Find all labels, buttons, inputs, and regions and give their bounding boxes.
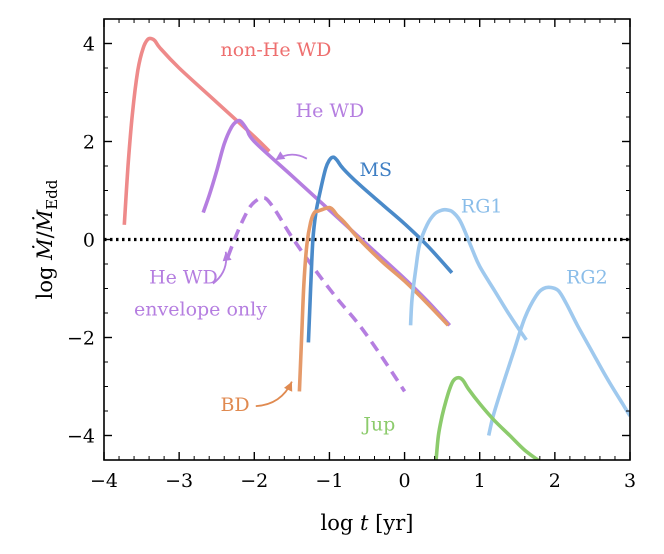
x-tick-label: 0	[399, 470, 411, 492]
y-tick-label: 0	[83, 230, 95, 252]
x-tick-label: 1	[474, 470, 486, 492]
series-line-ms	[306, 155, 454, 343]
x-axis-title: log t [yr]	[321, 511, 414, 535]
series-line-he-wd-envelope-only	[226, 196, 407, 393]
label-he-wd: He WD	[296, 100, 365, 122]
x-tick-label: 3	[624, 470, 636, 492]
arrow-bd	[255, 381, 293, 407]
x-axis-title-var: t	[360, 511, 369, 535]
label-ms: MS	[359, 159, 391, 181]
y-tick-label: −4	[67, 426, 95, 448]
series-line-bd	[297, 205, 450, 392]
series-line-rg2	[486, 285, 630, 436]
annotation-arrows	[212, 151, 308, 407]
label-rg1: RG1	[461, 196, 503, 218]
y-axis-title-sub: Edd	[43, 179, 61, 210]
plot-lines	[104, 36, 630, 460]
series-line-non-he-wd	[122, 36, 271, 225]
x-tick-label: −1	[315, 470, 343, 492]
axis-ticks: −4 −3 −2 −1 0 1 2 3 −4 −2 0 2 4	[67, 18, 636, 492]
series-labels: non-He WD He WD MS RG1 RG2 He WD envelope only…	[134, 39, 608, 436]
y-tick-label: −2	[67, 328, 95, 350]
y-tick-label: 4	[83, 34, 95, 56]
y-axis-title-prefix: log	[33, 260, 57, 299]
y-axis-title: log Ṁ/ṀEdd	[33, 179, 61, 299]
label-non-he-wd: non-He WD	[220, 39, 331, 61]
label-envelope-only: envelope only	[134, 298, 267, 320]
label-jup: Jup	[361, 414, 395, 436]
series-line-rg1	[408, 207, 528, 341]
label-rg2: RG2	[566, 267, 608, 289]
label-he-wd: He WD	[149, 267, 218, 289]
x-tick-label: −3	[165, 470, 193, 492]
label-bd: BD	[220, 394, 249, 416]
series-line-jup	[434, 375, 542, 460]
x-axis-title-prefix: log	[321, 511, 360, 535]
arrow-he-wd	[274, 151, 308, 161]
x-tick-label: 2	[549, 470, 561, 492]
x-tick-label: −2	[240, 470, 268, 492]
x-tick-label: −4	[90, 470, 118, 492]
x-axis-title-unit: [yr]	[368, 511, 413, 535]
series-line-he-wd	[201, 118, 452, 327]
y-tick-label: 2	[83, 132, 95, 154]
arrow-he-wd-envelope-only	[212, 251, 232, 285]
